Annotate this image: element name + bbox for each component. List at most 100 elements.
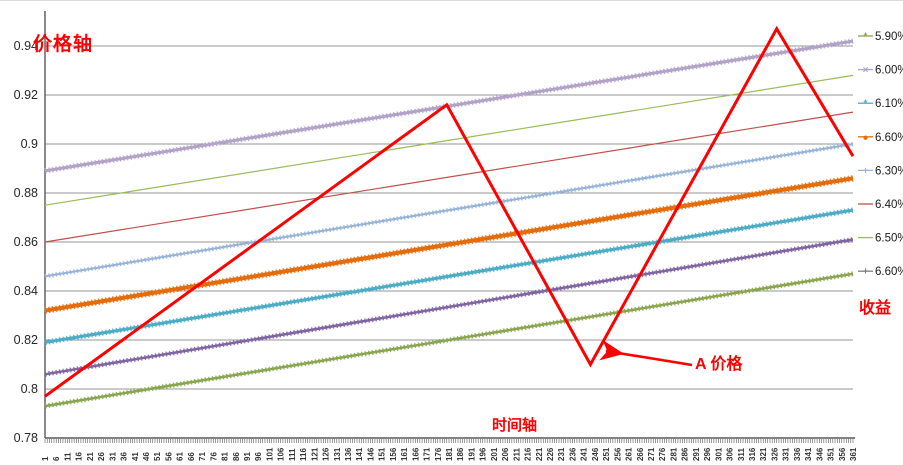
x-tick-label: 81 xyxy=(221,452,230,461)
legend-entry-label: 6.50% xyxy=(875,233,903,245)
x-tick-label: 241 xyxy=(580,447,589,461)
y-tick-label: 0.8 xyxy=(21,382,38,396)
x-tick-label: 296 xyxy=(703,447,712,461)
x-tick-label: 36 xyxy=(120,452,129,461)
x-tick-label: 146 xyxy=(366,447,375,461)
x-tick-label: 46 xyxy=(142,452,151,461)
x-tick-label: 251 xyxy=(602,447,611,461)
x-tick-label: 181 xyxy=(445,447,454,461)
series-line-6.30% xyxy=(44,143,854,278)
y-tick-label: 0.92 xyxy=(14,88,38,102)
x-tick-label: 256 xyxy=(613,447,622,461)
x-tick-label: 216 xyxy=(524,447,533,461)
x-tick-label: 166 xyxy=(411,447,420,461)
series-line-6.60% xyxy=(44,238,854,376)
x-tick-label: 96 xyxy=(254,452,263,461)
x-tick-label: 116 xyxy=(299,448,308,461)
series-line-6.10% xyxy=(44,208,854,344)
legend-entry-label: 6.60% xyxy=(875,132,903,144)
y-tick-label: 0.94 xyxy=(14,39,38,53)
x-tick-label: 151 xyxy=(378,447,387,461)
x-tick-label: 331 xyxy=(782,447,791,461)
x-tick-label: 321 xyxy=(759,447,768,461)
x-tick-label: 191 xyxy=(467,447,476,461)
x-tick-label: 161 xyxy=(400,447,409,461)
legend-marker-star: * xyxy=(864,32,868,43)
x-tick-label: 41 xyxy=(131,452,140,461)
x-tick-label: 171 xyxy=(423,447,432,461)
x-axis-tick-strip xyxy=(44,439,854,443)
series-line-5.90% xyxy=(44,272,854,408)
legend-marker-circle: ● xyxy=(862,132,868,143)
y-tick-label: 0.88 xyxy=(14,186,38,200)
x-tick-label: 71 xyxy=(198,452,207,461)
legend-entry-label: 6.30% xyxy=(875,165,903,177)
x-tick-label: 66 xyxy=(187,452,196,461)
legend-entry-label: 6.00% xyxy=(875,65,903,77)
y-tick-label: 0.78 xyxy=(14,431,38,445)
x-tick-label: 271 xyxy=(647,447,656,461)
x-tick-label: 126 xyxy=(322,447,331,461)
y-tick-label: 0.9 xyxy=(21,137,38,151)
x-tick-label: 291 xyxy=(692,447,701,461)
x-tick-label: 236 xyxy=(568,447,577,461)
x-tick-label: 56 xyxy=(164,452,173,461)
x-tick-label: 86 xyxy=(232,452,241,461)
x-tick-label: 76 xyxy=(209,452,218,461)
x-tick-label: 121 xyxy=(310,447,319,461)
x-tick-label: 16 xyxy=(75,452,84,461)
x-tick-label: 131 xyxy=(333,447,342,461)
yield-legend-label: 收益 xyxy=(859,300,892,317)
x-tick-label: 266 xyxy=(636,447,645,461)
x-tick-label: 111 xyxy=(288,448,297,461)
series-line-6.40% xyxy=(44,111,854,243)
x-tick-label: 201 xyxy=(490,447,499,461)
x-tick-label: 206 xyxy=(501,447,510,461)
legend-marker-plus: + xyxy=(863,166,869,177)
a-price-line xyxy=(44,25,855,398)
y-tick-label: 0.84 xyxy=(14,284,38,298)
x-tick-label: 336 xyxy=(793,447,802,461)
x-tick-label: 326 xyxy=(770,447,779,461)
x-tick-label: 346 xyxy=(815,447,824,461)
price-axis-label: 价格轴 xyxy=(33,34,94,55)
x-tick-label: 361 xyxy=(849,447,858,461)
legend-marker-x: × xyxy=(863,65,869,76)
x-tick-label: 306 xyxy=(726,447,735,461)
x-tick-label: 261 xyxy=(625,447,634,461)
a-price-arrow xyxy=(599,339,693,367)
x-tick-label: 351 xyxy=(827,447,836,461)
x-tick-label: 221 xyxy=(535,447,544,461)
x-tick-label: 196 xyxy=(479,447,488,461)
time-axis-label: 时间轴 xyxy=(492,417,538,434)
y-tick-label: 0.86 xyxy=(14,235,38,249)
x-tick-label: 341 xyxy=(804,447,813,461)
legend-entry-label: 6.60% xyxy=(875,266,903,278)
x-tick-label: 31 xyxy=(108,452,117,461)
x-tick-label: 51 xyxy=(153,452,162,461)
x-tick-label: 316 xyxy=(748,447,757,461)
legend-entry-label: 6.40% xyxy=(875,199,903,211)
x-tick-label: 156 xyxy=(389,447,398,461)
x-tick-label: 231 xyxy=(557,447,566,461)
legend-entry-label: 5.90% xyxy=(875,31,903,43)
x-tick-label: 21 xyxy=(86,452,95,461)
x-tick-label: 176 xyxy=(434,447,443,461)
x-tick-label: 286 xyxy=(681,447,690,461)
x-tick-label: 281 xyxy=(669,447,678,461)
y-tick-label: 0.82 xyxy=(14,333,38,347)
x-tick-label: 11 xyxy=(63,452,72,461)
x-tick-label: 226 xyxy=(546,447,555,461)
x-tick-label: 246 xyxy=(591,447,600,461)
series-line-6.50% xyxy=(44,74,854,206)
legend-entry-label: 6.10% xyxy=(875,98,903,110)
x-tick-label: 61 xyxy=(176,452,185,461)
a-price-annotation-label: A 价格 xyxy=(695,356,743,373)
legend-marker-plus: + xyxy=(863,267,869,278)
x-tick-label: 141 xyxy=(355,447,364,461)
x-tick-label: 356 xyxy=(838,447,847,461)
series-line-6.60% xyxy=(44,176,854,313)
x-tick-label: 301 xyxy=(714,447,723,461)
